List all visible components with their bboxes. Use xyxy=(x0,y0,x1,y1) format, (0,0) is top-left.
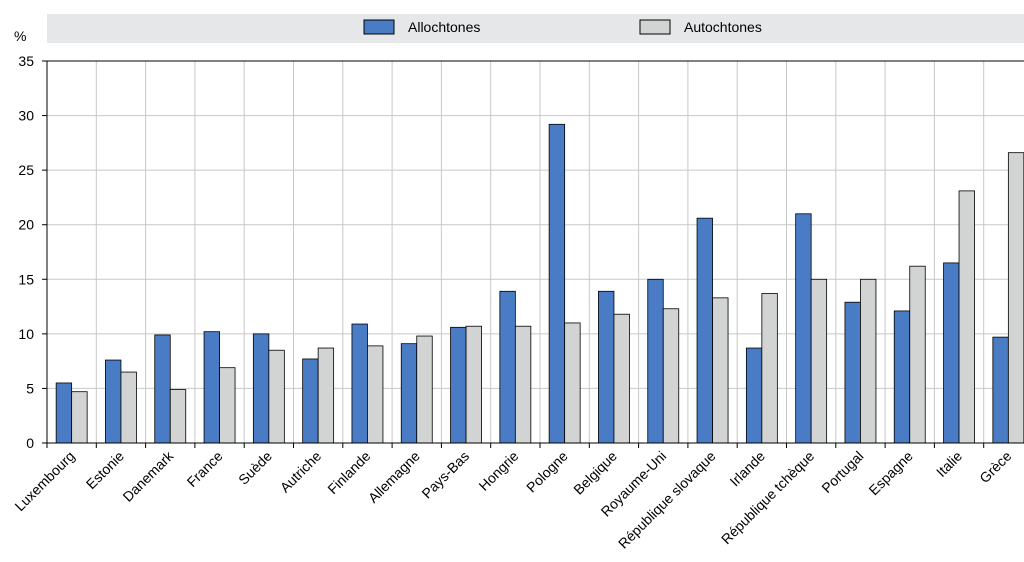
x-category-label: Suède xyxy=(235,448,275,488)
bar-series-0 xyxy=(154,334,171,444)
bar-series-0 xyxy=(745,347,763,444)
bar-series-1 xyxy=(564,322,581,444)
bar-series-1 xyxy=(71,391,88,444)
x-category-label: France xyxy=(184,448,226,490)
x-category-label: Pologne xyxy=(523,448,571,496)
bar-series-1 xyxy=(514,325,532,444)
bar-series-1 xyxy=(169,389,187,444)
bar-series-1 xyxy=(367,345,384,444)
x-category-label: République slovaque xyxy=(615,448,719,552)
bar-series-0 xyxy=(105,359,122,444)
y-tick-label: 10 xyxy=(18,326,34,342)
bar-series-0 xyxy=(450,326,467,444)
bar-series-1 xyxy=(268,349,285,444)
x-category-label: Luxembourg xyxy=(11,448,77,514)
x-category-label: Irlande xyxy=(726,448,768,490)
bar-series-1 xyxy=(909,265,926,444)
bar-series-0 xyxy=(943,262,960,444)
bars xyxy=(55,123,1024,444)
bar-series-0 xyxy=(647,278,664,444)
bar-series-0 xyxy=(400,343,418,444)
axes xyxy=(42,60,1024,448)
bar-series-1 xyxy=(465,325,482,444)
y-tick-label: 5 xyxy=(26,380,34,396)
y-tick-label: 35 xyxy=(18,53,34,69)
bar-series-0 xyxy=(598,290,615,444)
bar-series-1 xyxy=(613,313,630,444)
bar-series-1 xyxy=(219,367,236,444)
bar-series-0 xyxy=(351,323,368,444)
x-category-label: Estonie xyxy=(83,448,127,492)
bar-series-0 xyxy=(992,336,1009,444)
bar-series-1 xyxy=(120,371,137,444)
x-category-label: Portugal xyxy=(818,448,866,496)
bar-series-0 xyxy=(795,213,812,444)
bar-series-1 xyxy=(860,278,877,444)
grid xyxy=(47,60,1024,443)
y-tick-label: 0 xyxy=(26,435,34,451)
y-tick-label: 25 xyxy=(18,162,34,178)
bar-series-1 xyxy=(810,278,828,444)
x-category-label: Italie xyxy=(933,448,965,480)
x-category-label: République tchèque xyxy=(718,448,818,548)
bar-series-1 xyxy=(317,347,335,444)
bar-series-0 xyxy=(203,331,220,444)
bar-series-0 xyxy=(696,217,713,444)
y-tick-labels: 0 5 10 15 20 25 30 35 xyxy=(18,53,34,451)
x-category-label: Hongrie xyxy=(475,448,521,494)
legend-label-series-1: Autochtones xyxy=(684,19,762,35)
bar-series-1 xyxy=(662,308,680,444)
y-tick-label: 30 xyxy=(18,108,34,124)
bar-series-1 xyxy=(1007,152,1024,444)
bar-series-1 xyxy=(958,190,975,444)
x-category-label: Finlande xyxy=(324,448,373,497)
bar-series-0 xyxy=(55,382,73,444)
x-category-label: Pays-Bas xyxy=(418,448,472,502)
bar-series-1 xyxy=(712,297,729,444)
bar-series-0 xyxy=(548,123,566,444)
bar-series-1 xyxy=(761,293,778,444)
x-category-label: Belgique xyxy=(570,448,620,498)
bar-series-0 xyxy=(499,290,516,444)
legend-swatch-series-1 xyxy=(639,19,671,35)
y-axis-unit-label: % xyxy=(14,28,26,44)
y-tick-label: 20 xyxy=(18,217,34,233)
x-category-label: Allemagne xyxy=(365,448,423,506)
x-category-label: Danemark xyxy=(119,447,177,505)
bar-series-0 xyxy=(252,333,270,444)
y-tick-label: 15 xyxy=(18,271,34,287)
x-category-label: Espagne xyxy=(865,448,916,499)
bar-series-0 xyxy=(302,358,319,444)
x-category-label: Autriche xyxy=(277,448,325,496)
legend-swatch-series-0 xyxy=(363,19,395,35)
bar-series-0 xyxy=(844,301,861,444)
legend-label-series-0: Allochtones xyxy=(408,19,480,35)
legend-band xyxy=(47,14,1024,43)
bar-series-1 xyxy=(416,335,433,444)
x-category-label: Grèce xyxy=(976,448,1014,486)
legend: Allochtones Autochtones xyxy=(363,19,762,35)
bar-series-0 xyxy=(893,310,911,444)
